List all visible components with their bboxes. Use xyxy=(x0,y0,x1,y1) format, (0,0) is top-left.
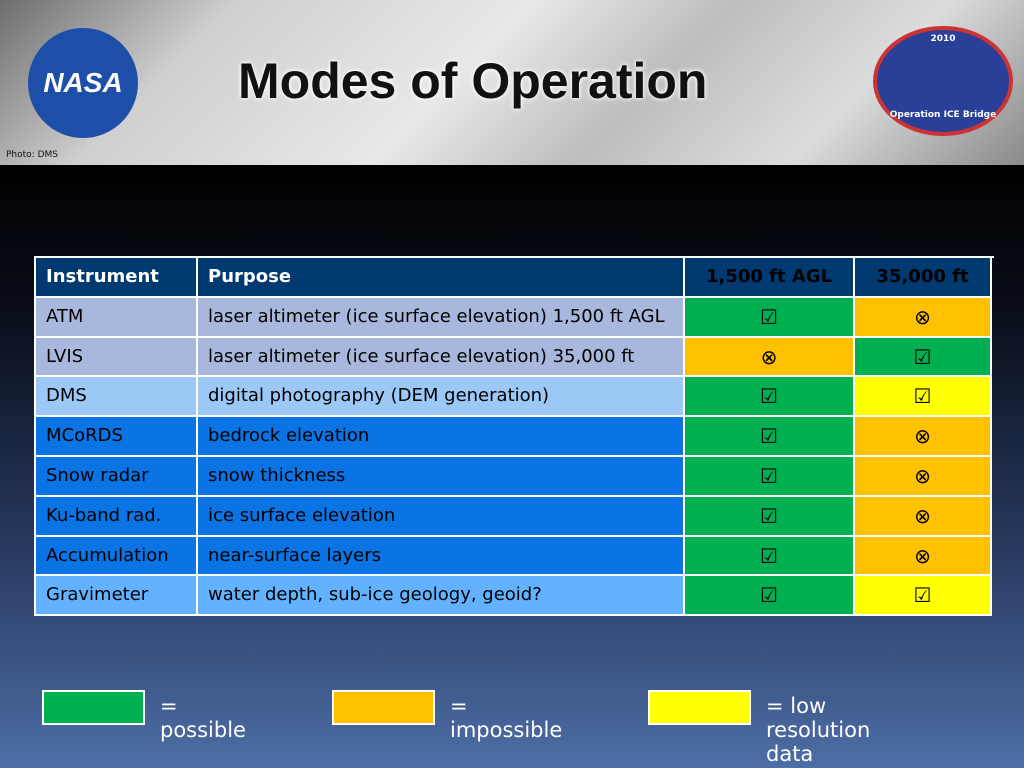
mode-cell: ⊗ xyxy=(855,496,992,537)
mode-cell: ☑ xyxy=(685,457,855,497)
legend-label: = impossible xyxy=(450,694,563,742)
legend-label: = possible xyxy=(160,694,246,742)
purpose-cell: laser altimeter (ice surface elevation) … xyxy=(198,297,685,338)
mode-cell: ☑ xyxy=(685,576,855,617)
mode-cell: ⊗ xyxy=(855,457,992,497)
legend-label: = low resolution data xyxy=(766,694,871,766)
purpose-cell: near-surface layers xyxy=(198,536,685,577)
table: Instrument Purpose 1,500 ft AGL 35,000 ft AT… xyxy=(34,256,994,617)
mode-cell: ☑ xyxy=(855,377,992,418)
purpose-cell: ice surface elevation xyxy=(198,496,685,537)
purpose-cell: digital photography (DEM generation) xyxy=(198,377,685,418)
banner xyxy=(0,0,1024,165)
photo-credit: Photo: DMS xyxy=(6,150,58,160)
mode-cell: ⊗ xyxy=(855,297,992,338)
mode-cell: ⊗ xyxy=(855,417,992,457)
column-header: 35,000 ft xyxy=(855,258,992,298)
mode-cell: ☑ xyxy=(685,536,855,577)
column-header: Purpose xyxy=(198,258,685,298)
badge-year: 2010 xyxy=(930,34,956,44)
mode-cell: ⊗ xyxy=(855,536,992,577)
purpose-cell: snow thickness xyxy=(198,457,685,497)
nasa-logo: NASA xyxy=(28,28,138,138)
instrument-cell: ATM xyxy=(36,297,198,338)
instrument-cell: Accumulation xyxy=(36,536,198,577)
column-header: Instrument xyxy=(36,258,198,298)
mode-cell: ☑ xyxy=(855,576,992,617)
instrument-cell: MCoRDS xyxy=(36,417,198,457)
mode-cell: ☑ xyxy=(855,337,992,378)
instrument-cell: LVIS xyxy=(36,337,198,378)
slide-title: Modes of Operation xyxy=(238,53,708,109)
mode-cell: ☑ xyxy=(685,297,855,338)
instrument-cell: Gravimeter xyxy=(36,576,198,617)
mode-cell: ⊗ xyxy=(685,337,855,378)
purpose-cell: water depth, sub-ice geology, geoid? xyxy=(198,576,685,617)
column-header: 1,500 ft AGL xyxy=(685,258,855,298)
mode-cell: ☑ xyxy=(685,496,855,537)
purpose-cell: laser altimeter (ice surface elevation) … xyxy=(198,337,685,378)
legend-swatch xyxy=(42,690,145,725)
mission-badge: 2010 Operation ICE Bridge xyxy=(873,26,1013,136)
legend-swatch xyxy=(332,690,435,725)
badge-text: Operation ICE Bridge xyxy=(889,110,997,120)
legend-swatch xyxy=(648,690,751,725)
mode-cell: ☑ xyxy=(685,417,855,457)
purpose-cell: bedrock elevation xyxy=(198,417,685,457)
instrument-cell: DMS xyxy=(36,377,198,418)
instrument-cell: Snow radar xyxy=(36,457,198,497)
instrument-cell: Ku-band rad. xyxy=(36,496,198,537)
mode-cell: ☑ xyxy=(685,377,855,418)
